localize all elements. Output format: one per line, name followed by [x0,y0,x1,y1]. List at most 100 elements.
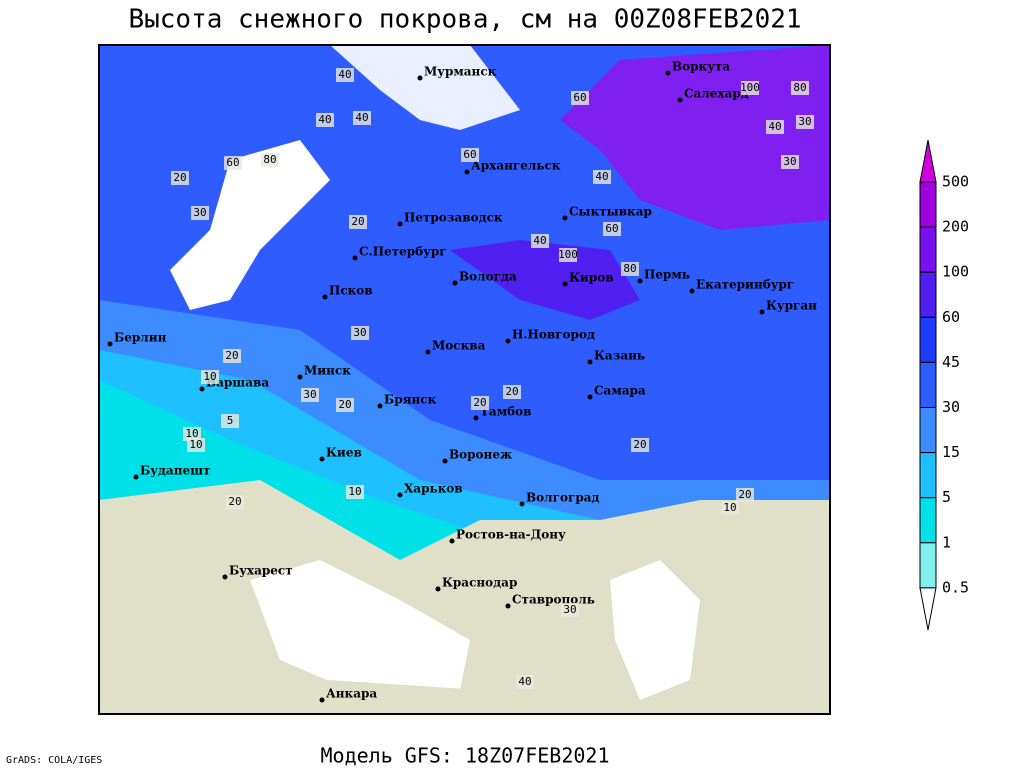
city-dot [425,349,431,355]
contour-label-box [781,155,799,169]
city-dot [637,278,643,284]
contour-label-box [621,262,639,276]
city-dot [519,501,525,507]
city-label: Берлин [114,331,167,345]
colorbar-label: 60 [942,308,960,326]
contour-label-box [516,675,534,689]
city-label: Киров [569,271,614,285]
city-label: Архангельск [471,159,561,173]
contour-label: 20 [351,215,364,228]
city-label: Будапешт [140,464,210,478]
contour-label-box [221,414,239,428]
contour-label: 60 [573,91,586,104]
contour-label: 10 [723,501,736,514]
contour-label-box [346,485,364,499]
contour-label-box [603,222,621,236]
contour-label: 40 [595,170,608,183]
map-frame [98,44,831,715]
contour-label-box [791,81,809,95]
colorbar-box [919,452,937,499]
contour-label: 30 [798,115,811,128]
contour-label: 30 [193,206,206,219]
city-label: Варшава [206,376,269,390]
city-dot [505,603,511,609]
colorbar-box [919,407,937,454]
city-dot [442,458,448,464]
city-dot [377,403,383,409]
contour-label: 40 [533,234,546,247]
colorbar-label: 1 [942,533,951,551]
city-dot [562,281,568,287]
contour-label: 20 [505,385,518,398]
contour-label: 60 [226,156,239,169]
contour-label-box [736,488,754,502]
city-label: Самара [594,384,646,398]
city-dot [759,309,765,315]
city-dot [199,386,205,392]
contour-label: 40 [518,675,531,688]
contour-label-box [593,170,611,184]
contour-label-box [191,206,209,220]
contour-label-box [721,501,739,515]
contour-label: 80 [263,153,276,166]
contour-label-box [301,388,319,402]
contour-label-box [261,153,279,167]
contour-label: 40 [355,111,368,124]
city-dot [677,97,683,103]
contour-label: 10 [203,370,216,383]
contour-label: 5 [227,414,234,427]
city-dot [449,538,455,544]
contour-label-box [201,370,219,384]
contour-label: 30 [563,603,576,616]
colorbar-box [919,181,937,228]
colorbar-label: 45 [942,353,960,371]
contour-label: 30 [783,155,796,168]
contour-label-box [226,495,244,509]
contour-label: 30 [353,326,366,339]
city-dot [689,288,695,294]
contour-label-box [741,81,759,95]
city-label: Ростов-на-Дону [456,528,566,542]
contour-label-box [171,171,189,185]
city-label: Мурманск [424,65,497,79]
contour-label: 40 [768,120,781,133]
city-dot [319,697,325,703]
colorbar-box [919,316,937,363]
city-label: С.Петербург [359,245,447,259]
colorbar-box [919,497,937,544]
contour-label-box [336,398,354,412]
colorbar-label: 0.5 [942,578,969,596]
contour-label-box [766,120,784,134]
city-dot [505,338,511,344]
city-dot [297,374,303,380]
contour-label-box [336,68,354,82]
contour-label-box [223,349,241,363]
city-dot [587,394,593,400]
contour-label: 60 [605,222,618,235]
city-dot [562,215,568,221]
colorbar-label: 15 [942,443,960,461]
city-dot [417,75,423,81]
contour-label: 20 [633,438,646,451]
city-label: Н.Новгород [512,328,595,342]
city-dot [464,169,470,175]
colorbar-top [919,139,937,183]
contour-label-box [531,234,549,248]
colorbar-label: 5 [942,488,951,506]
contour-label-box [471,396,489,410]
contour-label-box [796,115,814,129]
city-dot [397,492,403,498]
colorbar-label: 500 [942,173,969,191]
contour-label: 20 [738,488,751,501]
contour-label: 20 [173,171,186,184]
contour-label: 10 [185,427,198,440]
city-label: Брянск [384,393,437,407]
contour-label-box [183,427,201,441]
contour-label-box [316,113,334,127]
city-label: Ставрополь [512,593,595,607]
contour-label-box [571,91,589,105]
contour-label: 10 [348,485,361,498]
city-label: Петрозаводск [404,211,503,225]
city-dot [587,359,593,365]
